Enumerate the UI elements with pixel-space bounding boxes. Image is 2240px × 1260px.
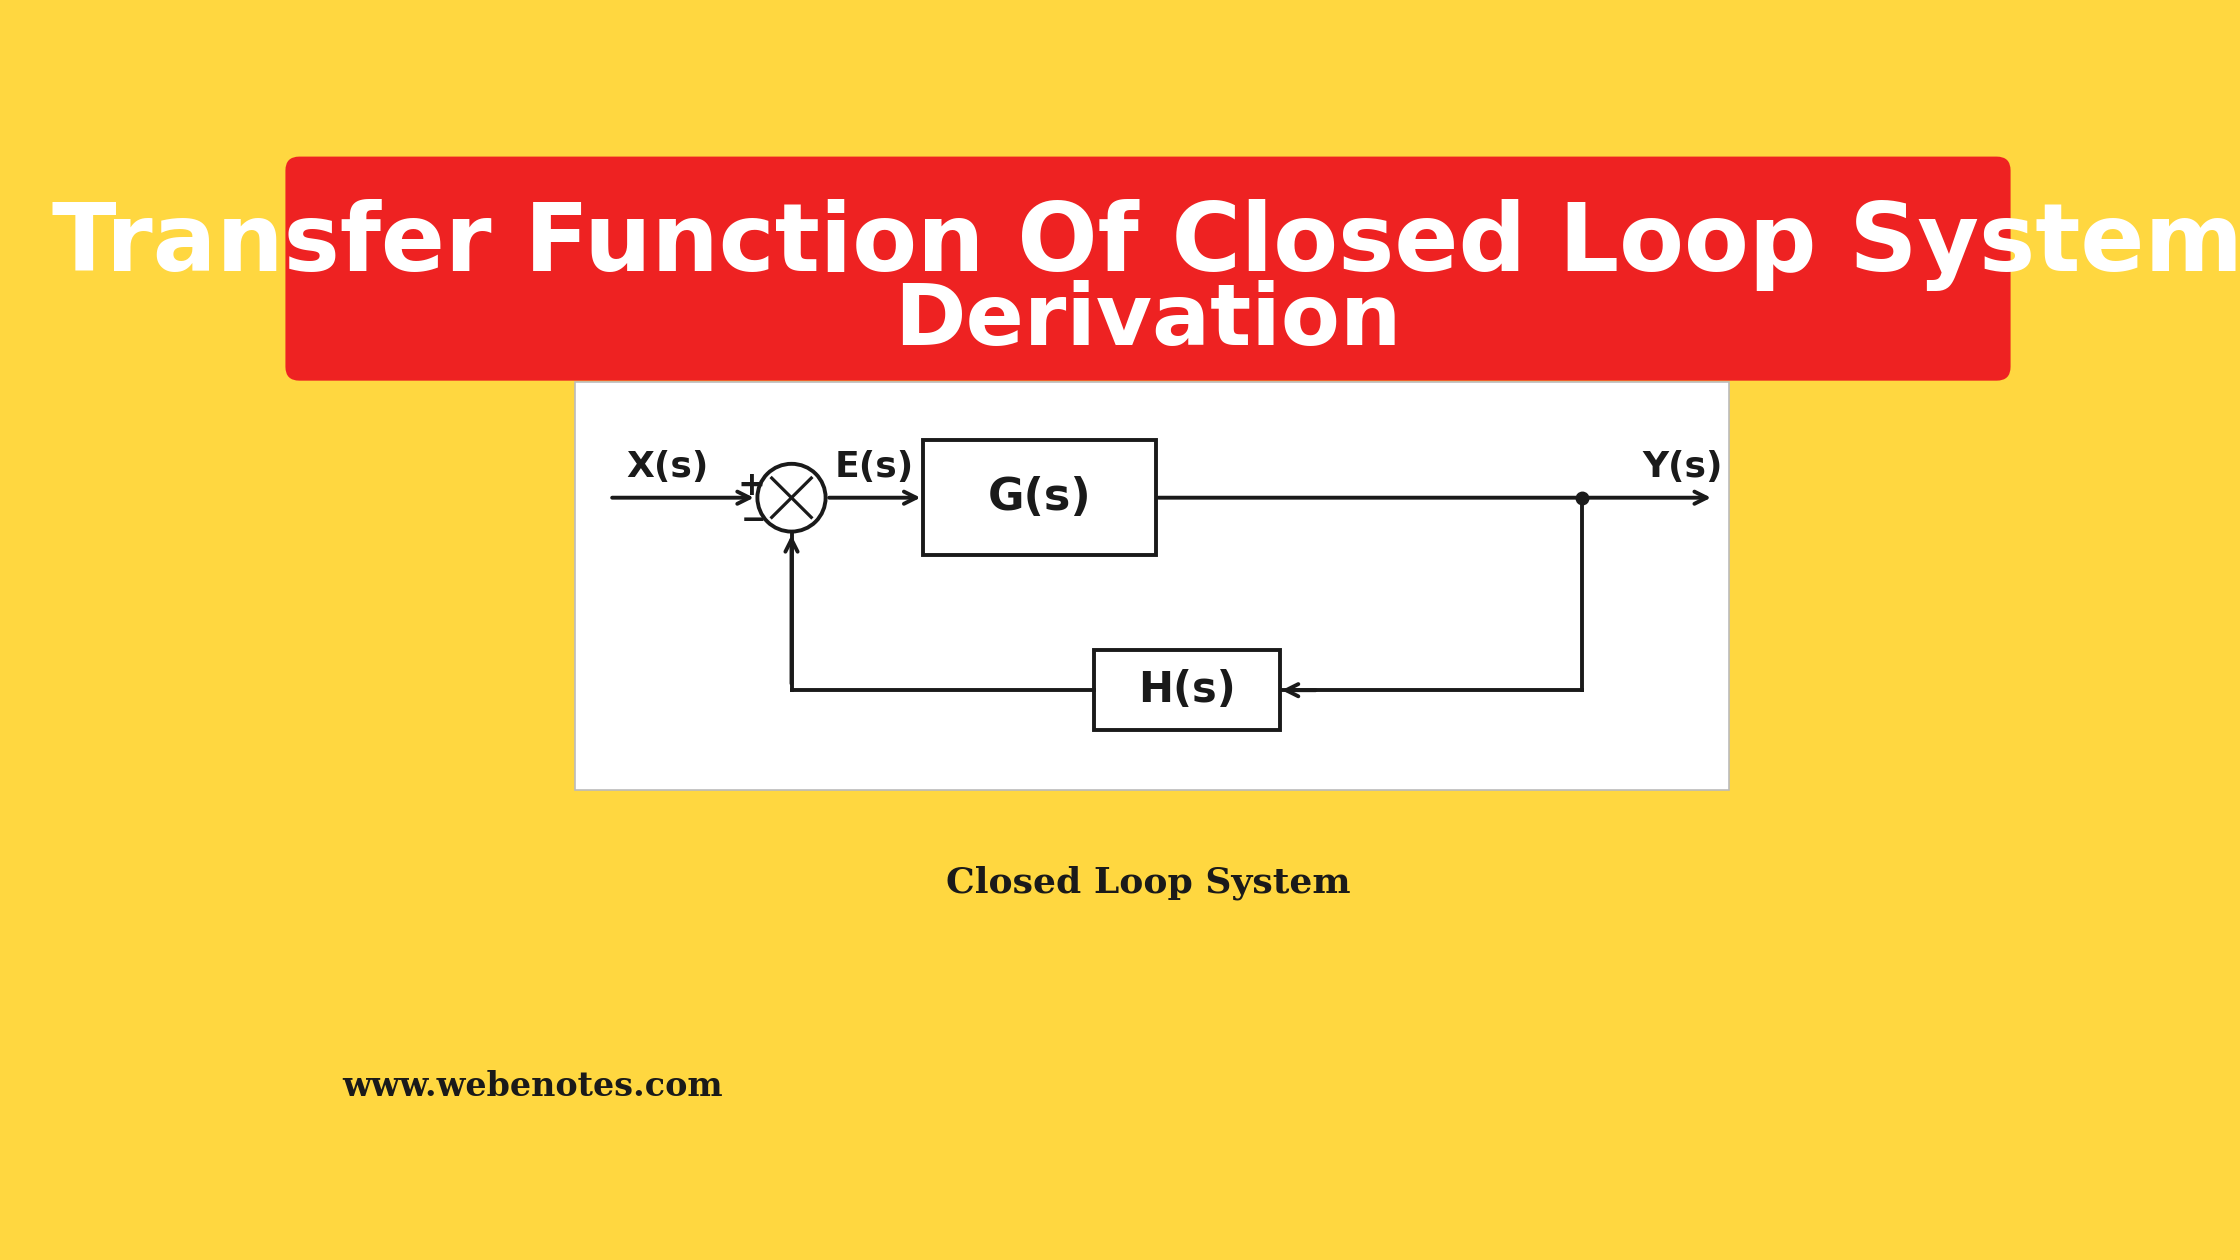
- Text: Y(s): Y(s): [1642, 450, 1723, 484]
- Circle shape: [757, 464, 827, 532]
- Text: +: +: [737, 469, 766, 501]
- FancyBboxPatch shape: [284, 156, 2012, 381]
- Bar: [573, 382, 1729, 790]
- Bar: [1093, 650, 1279, 731]
- Text: www.webenotes.com: www.webenotes.com: [343, 1070, 724, 1104]
- Text: −: −: [741, 507, 766, 536]
- Text: E(s): E(s): [836, 450, 914, 484]
- Text: H(s): H(s): [1138, 669, 1236, 711]
- Text: Closed Loop System: Closed Loop System: [945, 866, 1351, 900]
- Text: Derivation: Derivation: [894, 280, 1402, 363]
- Text: X(s): X(s): [627, 450, 708, 484]
- Text: Transfer Function Of Closed Loop System: Transfer Function Of Closed Loop System: [52, 199, 2240, 291]
- Text: G(s): G(s): [988, 476, 1091, 519]
- Bar: [923, 440, 1156, 556]
